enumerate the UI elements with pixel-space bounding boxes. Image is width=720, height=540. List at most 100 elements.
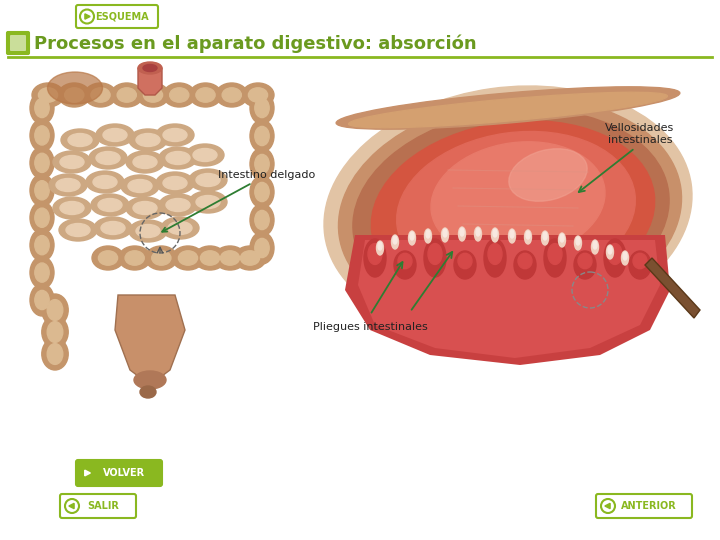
Ellipse shape <box>35 98 49 118</box>
Ellipse shape <box>42 294 68 326</box>
Ellipse shape <box>137 83 169 107</box>
Ellipse shape <box>560 234 564 242</box>
Ellipse shape <box>443 229 447 237</box>
Ellipse shape <box>476 228 480 236</box>
Text: VOLVER: VOLVER <box>103 468 145 478</box>
Ellipse shape <box>364 239 386 277</box>
Ellipse shape <box>30 119 54 151</box>
Ellipse shape <box>408 231 415 245</box>
Ellipse shape <box>99 251 117 265</box>
Ellipse shape <box>35 263 49 282</box>
Ellipse shape <box>250 232 274 264</box>
Ellipse shape <box>460 228 464 236</box>
Ellipse shape <box>35 208 49 227</box>
Ellipse shape <box>574 251 596 279</box>
Text: Vellosidades
intestinales: Vellosidades intestinales <box>606 124 675 145</box>
Ellipse shape <box>30 202 54 234</box>
Ellipse shape <box>393 236 397 244</box>
Ellipse shape <box>91 194 129 216</box>
Ellipse shape <box>604 239 626 277</box>
Ellipse shape <box>441 228 449 242</box>
Ellipse shape <box>234 246 266 270</box>
Ellipse shape <box>48 300 63 320</box>
Ellipse shape <box>38 88 58 102</box>
Ellipse shape <box>220 251 240 265</box>
Ellipse shape <box>126 197 164 219</box>
Ellipse shape <box>633 253 647 269</box>
Ellipse shape <box>459 227 466 241</box>
Ellipse shape <box>255 126 269 146</box>
Ellipse shape <box>143 64 157 71</box>
Ellipse shape <box>608 244 622 265</box>
Ellipse shape <box>526 231 530 239</box>
Text: ESQUEMA: ESQUEMA <box>95 11 149 22</box>
Ellipse shape <box>194 246 226 270</box>
FancyBboxPatch shape <box>10 35 26 51</box>
Ellipse shape <box>372 121 654 305</box>
Ellipse shape <box>59 219 97 241</box>
Ellipse shape <box>111 83 143 107</box>
Ellipse shape <box>30 147 54 179</box>
Ellipse shape <box>543 232 547 240</box>
Text: ANTERIOR: ANTERIOR <box>621 501 677 511</box>
Ellipse shape <box>474 227 482 241</box>
Ellipse shape <box>140 386 156 398</box>
Ellipse shape <box>348 92 667 128</box>
Ellipse shape <box>35 291 49 309</box>
Polygon shape <box>345 235 670 365</box>
Ellipse shape <box>250 92 274 124</box>
FancyBboxPatch shape <box>76 5 158 28</box>
Ellipse shape <box>163 83 195 107</box>
Ellipse shape <box>125 251 144 265</box>
Ellipse shape <box>133 201 157 214</box>
Ellipse shape <box>608 246 612 254</box>
Ellipse shape <box>606 245 613 259</box>
FancyBboxPatch shape <box>60 494 136 518</box>
Ellipse shape <box>410 232 414 240</box>
Ellipse shape <box>454 251 476 279</box>
Ellipse shape <box>179 251 197 265</box>
Ellipse shape <box>575 236 582 250</box>
Ellipse shape <box>250 148 274 180</box>
Ellipse shape <box>377 241 384 255</box>
Ellipse shape <box>49 174 87 196</box>
Ellipse shape <box>53 197 91 219</box>
Polygon shape <box>85 14 90 19</box>
Ellipse shape <box>214 246 246 270</box>
Ellipse shape <box>161 217 199 239</box>
Ellipse shape <box>250 204 274 236</box>
Ellipse shape <box>592 240 598 254</box>
Ellipse shape <box>68 133 92 146</box>
Ellipse shape <box>128 179 152 192</box>
Ellipse shape <box>541 231 549 245</box>
Ellipse shape <box>84 83 117 107</box>
Ellipse shape <box>98 199 122 212</box>
Ellipse shape <box>60 201 84 214</box>
Ellipse shape <box>101 221 125 234</box>
Ellipse shape <box>559 233 565 247</box>
Ellipse shape <box>145 246 177 270</box>
Ellipse shape <box>248 88 268 102</box>
Ellipse shape <box>200 251 220 265</box>
Ellipse shape <box>30 92 54 124</box>
Ellipse shape <box>35 181 49 200</box>
Ellipse shape <box>48 72 102 104</box>
Ellipse shape <box>514 251 536 279</box>
Ellipse shape <box>156 124 194 146</box>
Ellipse shape <box>576 237 580 245</box>
Ellipse shape <box>35 153 49 172</box>
Ellipse shape <box>35 126 49 145</box>
Ellipse shape <box>378 242 382 250</box>
Ellipse shape <box>66 224 90 237</box>
Ellipse shape <box>426 230 430 238</box>
Ellipse shape <box>508 229 516 243</box>
Ellipse shape <box>42 338 68 370</box>
Ellipse shape <box>518 253 532 269</box>
Ellipse shape <box>593 241 597 249</box>
Ellipse shape <box>189 169 227 191</box>
Text: Intestino delgado: Intestino delgado <box>162 170 315 232</box>
Ellipse shape <box>484 239 506 277</box>
Text: Procesos en el aparato digestivo: absorción: Procesos en el aparato digestivo: absorc… <box>34 35 477 53</box>
Ellipse shape <box>196 88 215 102</box>
Ellipse shape <box>159 147 197 169</box>
